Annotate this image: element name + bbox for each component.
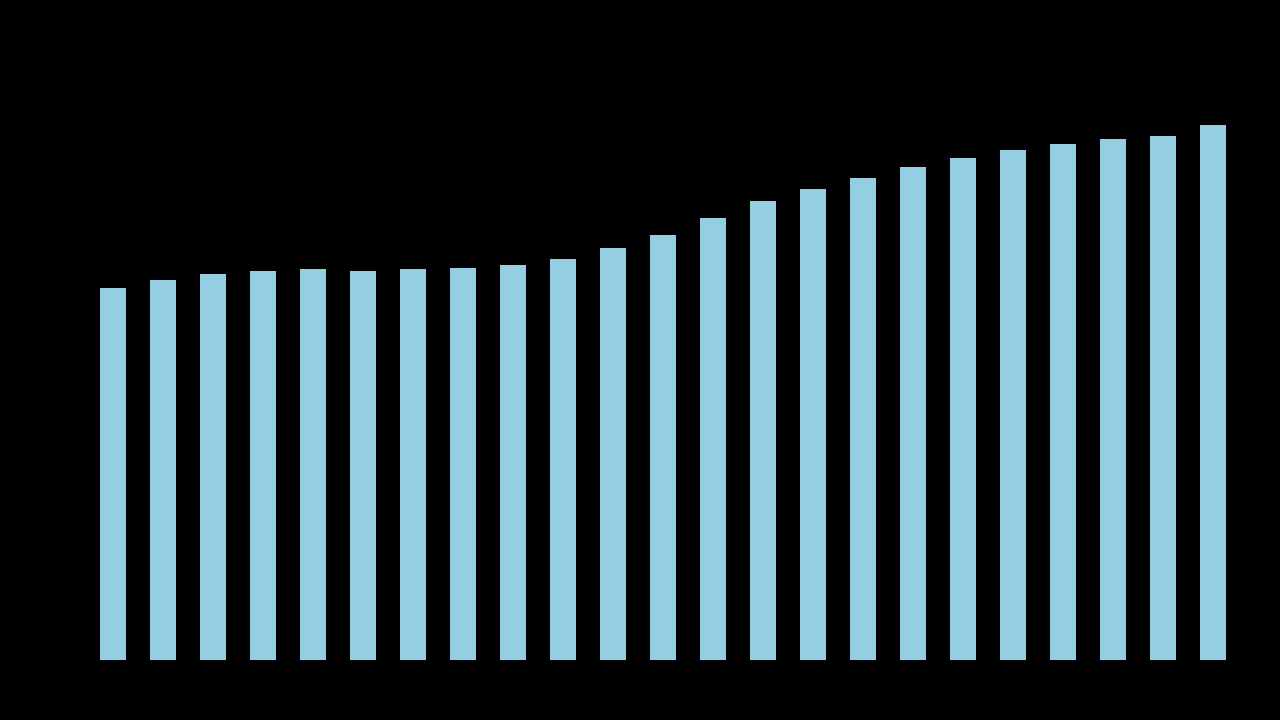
bar bbox=[400, 269, 426, 660]
bar bbox=[1100, 139, 1126, 660]
bar bbox=[350, 271, 376, 660]
bar bbox=[200, 274, 226, 660]
bar bbox=[550, 259, 576, 660]
bar bbox=[800, 189, 826, 660]
bar bbox=[150, 280, 176, 660]
bar bbox=[700, 218, 726, 660]
plot-area bbox=[100, 40, 1250, 660]
bar bbox=[1200, 125, 1226, 660]
bar bbox=[600, 248, 626, 660]
bar bbox=[650, 235, 676, 660]
bar bbox=[450, 268, 476, 660]
bar bbox=[1150, 136, 1176, 660]
bar bbox=[500, 265, 526, 660]
bar bbox=[750, 201, 776, 660]
bar bbox=[950, 158, 976, 660]
bar bbox=[300, 269, 326, 660]
bar bbox=[850, 178, 876, 660]
bar bbox=[250, 271, 276, 660]
bar bbox=[900, 167, 926, 660]
bar bbox=[1000, 150, 1026, 660]
bar bbox=[100, 288, 126, 660]
chart-canvas bbox=[0, 0, 1280, 720]
bar bbox=[1050, 144, 1076, 660]
